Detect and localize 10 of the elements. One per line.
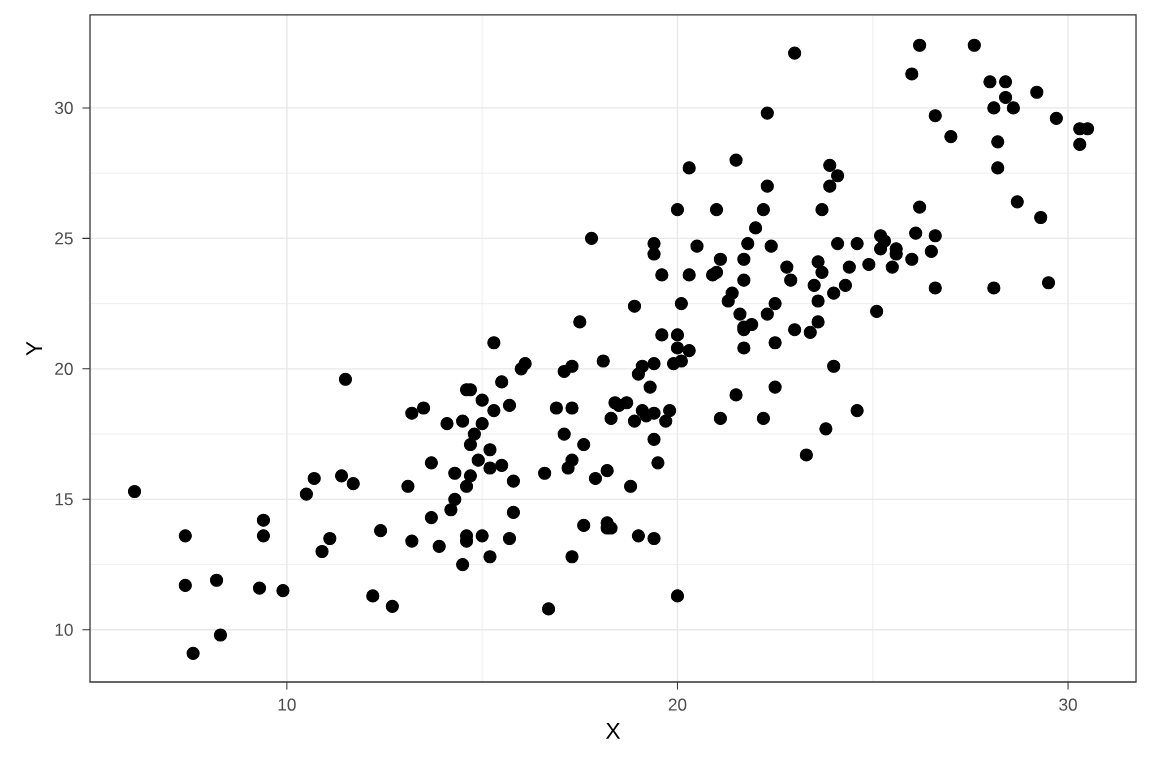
- x-tick-label: 20: [668, 698, 687, 711]
- y-axis-title: Y: [26, 341, 43, 356]
- x-axis-title: X: [605, 723, 621, 739]
- x-tick-label: 30: [1059, 698, 1077, 711]
- y-tick-label: 30: [55, 101, 73, 114]
- y-tick-label: 20: [55, 362, 73, 375]
- y-tick-label: 10: [55, 623, 73, 636]
- y-tick-label: 25: [55, 232, 73, 245]
- y-tick-label: 15: [55, 493, 73, 506]
- x-tick-label: 10: [278, 698, 296, 711]
